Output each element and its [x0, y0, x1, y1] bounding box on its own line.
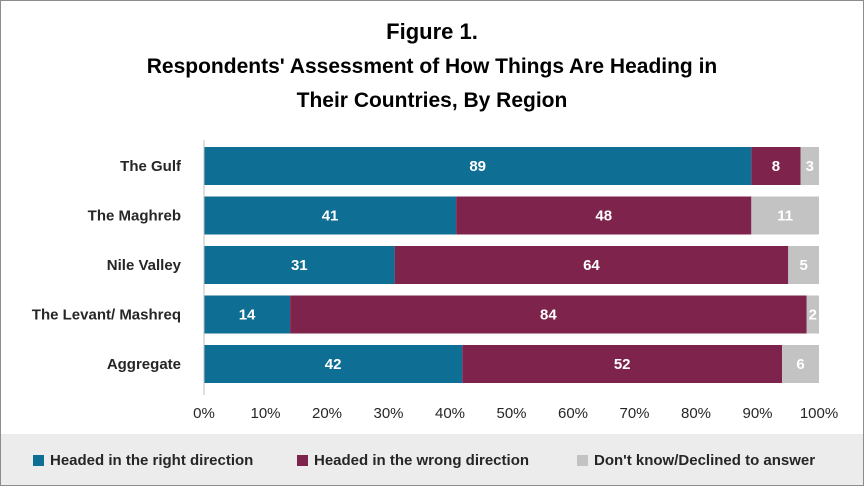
bar-the-maghreb-don-t-know-declined-to-answer	[751, 196, 819, 235]
bar-nile-valley-headed-in-the-right-direction	[204, 246, 395, 284]
legend-item-wrong-direction: Headed in the wrong direction	[297, 450, 529, 470]
x-tick-label-10: 100%	[800, 405, 838, 422]
x-tick-label-9: 90%	[742, 405, 772, 422]
x-tick-label-4: 40%	[435, 405, 465, 422]
data-label-aggregate-don-t-know-declined-to-answer: 6	[796, 356, 804, 373]
legend-swatch-right-direction	[33, 454, 44, 466]
category-label-nile-valley: Nile Valley	[107, 257, 182, 274]
category-label-the-levant-mashreq: The Levant/ Mashreq	[32, 307, 181, 324]
bar-the-gulf-headed-in-the-right-direction	[204, 147, 752, 185]
data-label-the-maghreb-headed-in-the-wrong-direction: 48	[595, 208, 612, 225]
x-tick-label-7: 70%	[619, 405, 649, 422]
bar-nile-valley-headed-in-the-wrong-direction	[394, 246, 789, 284]
legend-swatch-wrong-direction	[297, 454, 308, 466]
x-tick-label-2: 20%	[312, 405, 342, 422]
chart-subtitle-line-1: Respondents' Assessment of How Things Ar…	[146, 55, 718, 78]
data-label-the-maghreb-don-t-know-declined-to-answer: 11	[777, 208, 793, 225]
legend-label-right-direction: Headed in the right direction	[50, 451, 254, 469]
bar-aggregate-headed-in-the-right-direction	[204, 345, 463, 383]
data-label-the-gulf-don-t-know-declined-to-answer: 3	[806, 158, 814, 175]
data-label-nile-valley-headed-in-the-right-direction: 31	[291, 257, 308, 274]
x-tick-label-0: 0%	[193, 405, 215, 422]
legend-label-wrong-direction: Headed in the wrong direction	[314, 451, 530, 469]
chart-title-block: Figure 1. Respondents' Assessment of How…	[0, 14, 864, 118]
legend-swatch-dont-know	[577, 454, 588, 466]
category-label-the-gulf: The Gulf	[120, 158, 182, 175]
bar-the-levant-mashreq-headed-in-the-right-direction	[204, 295, 291, 334]
data-label-the-gulf-headed-in-the-wrong-direction: 8	[772, 158, 780, 175]
data-label-aggregate-headed-in-the-wrong-direction: 52	[614, 356, 631, 373]
data-label-the-levant-mashreq-don-t-know-declined-to-answer: 2	[809, 307, 817, 324]
bar-aggregate-don-t-know-declined-to-answer	[782, 345, 819, 383]
bar-the-levant-mashreq-don-t-know-declined-to-answer	[806, 295, 819, 334]
chart-subtitle-line-2: Their Countries, By Region	[296, 89, 568, 112]
x-tick-label-1: 10%	[250, 405, 280, 422]
x-tick-label-8: 80%	[681, 405, 711, 422]
bar-the-gulf-headed-in-the-wrong-direction	[751, 147, 801, 185]
x-tick-label-6: 60%	[558, 405, 588, 422]
bar-aggregate-headed-in-the-wrong-direction	[462, 345, 783, 383]
category-label-the-maghreb: The Maghreb	[88, 208, 181, 225]
stacked-bar-chart: The Gulf 89 8 3 The Maghreb 41 48 11 Nile Valley…	[32, 140, 838, 422]
bar-nile-valley-don-t-know-declined-to-answer	[788, 246, 819, 284]
bar-the-maghreb-headed-in-the-wrong-direction	[456, 196, 752, 235]
legend-item-right-direction: Headed in the right direction	[33, 450, 253, 470]
data-label-the-gulf-headed-in-the-right-direction: 89	[469, 158, 486, 175]
data-label-nile-valley-headed-in-the-wrong-direction: 64	[583, 257, 600, 274]
bar-the-maghreb-headed-in-the-right-direction	[204, 196, 457, 235]
x-tick-label-5: 50%	[496, 405, 526, 422]
chart-title: Figure 1.	[386, 19, 478, 44]
data-label-aggregate-headed-in-the-right-direction: 42	[325, 356, 342, 373]
legend-item-dont-know: Don't know/Declined to answer	[577, 450, 815, 470]
data-label-the-levant-mashreq-headed-in-the-wrong-direction: 84	[540, 307, 557, 324]
data-label-the-maghreb-headed-in-the-right-direction: 41	[322, 208, 339, 225]
bar-the-levant-mashreq-headed-in-the-wrong-direction	[290, 295, 807, 334]
category-label-aggregate: Aggregate	[107, 356, 181, 373]
x-tick-label-3: 30%	[373, 405, 403, 422]
legend-label-dont-know: Don't know/Declined to answer	[594, 451, 816, 469]
legend: Headed in the right direction Headed in …	[1, 434, 863, 485]
data-label-nile-valley-don-t-know-declined-to-answer: 5	[799, 257, 807, 274]
bar-the-gulf-don-t-know-declined-to-answer	[800, 147, 819, 185]
data-label-the-levant-mashreq-headed-in-the-right-direction: 14	[239, 307, 256, 324]
